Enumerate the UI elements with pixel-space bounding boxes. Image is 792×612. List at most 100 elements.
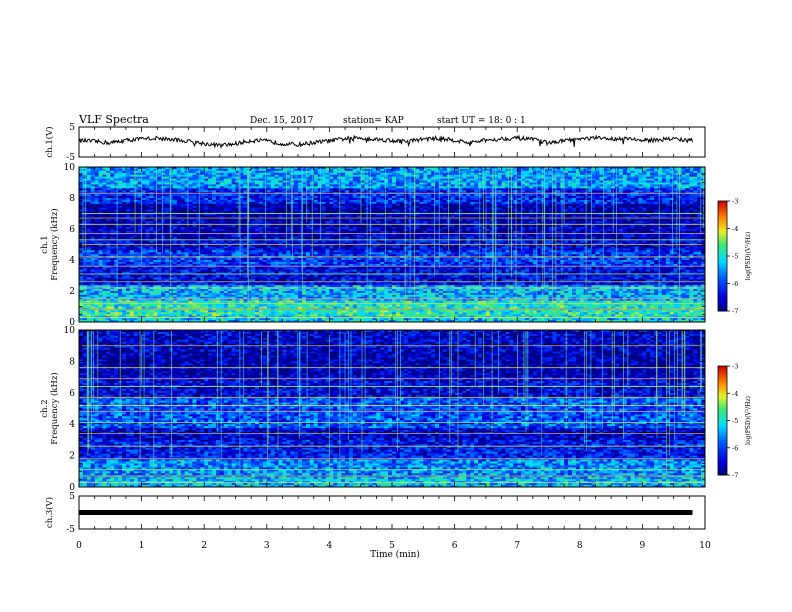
- ch1-spectrogram-cell: [505, 184, 510, 187]
- ch1-spectrogram-cell: [673, 198, 679, 201]
- ch1-spectrogram-cell: [223, 172, 229, 176]
- ch1-spectrogram-cell: [689, 211, 694, 214]
- ch1-spectrogram-cell: [384, 198, 389, 201]
- ch1-spectrogram-cell: [317, 215, 322, 218]
- ch1-spectrogram-cell: [395, 186, 401, 189]
- ch1-spectrogram-cell: [372, 168, 377, 172]
- ch1-spectrogram-cell: [106, 168, 111, 172]
- ch1-spectrogram-cell: [122, 213, 127, 216]
- ch1-spectrogram-cell: [587, 190, 592, 193]
- ch1-spectrogram-cell: [176, 211, 182, 214]
- ch1-spectrogram-cell: [302, 209, 307, 212]
- ch1-spectrogram-cell: [153, 213, 158, 216]
- ch1-spectrogram-cell: [630, 170, 635, 174]
- ch1-spectrogram-cell: [607, 188, 612, 191]
- ch1-spectrogram-cell: [360, 188, 366, 191]
- ch1-spectrogram-cell: [642, 211, 647, 214]
- ch1-spectrogram-cell: [521, 178, 526, 181]
- ch1-spectrogram-cell: [392, 168, 397, 172]
- ch1-spectrogram-cell: [333, 203, 338, 207]
- ch1-spectrogram-cell: [685, 170, 690, 174]
- ch1-spectrogram-cell: [544, 186, 549, 189]
- ch1-spectrogram-cell: [321, 213, 326, 216]
- ch1-spectrogram-cell: [348, 180, 354, 183]
- ch1-spectrogram-cell: [615, 176, 620, 180]
- ch1-spectrogram-cell: [153, 176, 158, 180]
- ch1-spectrogram-cell: [227, 209, 232, 212]
- ch1-spectrogram-cell: [329, 215, 334, 218]
- ch1-spectrogram-cell: [544, 215, 549, 218]
- ch1-spectrogram-cell: [219, 213, 225, 216]
- ch1-spectrogram-cell: [360, 207, 366, 211]
- ch1-spectrogram-cell: [102, 172, 107, 176]
- ch1-spectrogram-cell: [411, 167, 416, 170]
- ch1-spectrogram-cell: [106, 215, 111, 218]
- ch1-spectrogram-cell: [571, 198, 577, 201]
- ch1-spectrogram-cell: [591, 198, 596, 201]
- ch1-spectrogram-cell: [548, 211, 553, 214]
- ch1-spectrogram-cell: [435, 178, 440, 181]
- ch1-spectrogram-cell: [235, 209, 240, 212]
- ch1-spectrogram-cell: [552, 167, 557, 170]
- ch1-spectrogram-cell: [669, 178, 675, 181]
- ch1-spectrogram-cell: [90, 199, 96, 203]
- ch1-spectrogram-cell: [153, 201, 158, 205]
- ch1-spectrogram-cell: [356, 167, 362, 170]
- ch1-spectrogram-cell: [380, 176, 385, 180]
- ch1-spectrogram-cell: [208, 194, 213, 197]
- ch1-spectrogram-cell: [348, 211, 354, 214]
- ch1-spectrogram-cell: [626, 196, 632, 199]
- ch1-spectrogram-cell: [337, 190, 342, 193]
- ch1-spectrogram-cell: [665, 211, 671, 214]
- ch1-spectrogram-cell: [348, 182, 354, 185]
- ch1-spectrogram-cell: [642, 186, 647, 189]
- ch1-spectrogram-cell: [86, 168, 92, 172]
- ch1-spectrogram-cell: [579, 201, 585, 205]
- ch1-spectrogram-cell: [215, 209, 221, 212]
- ch1-spectrogram-cell: [642, 190, 647, 193]
- ch1-spectrogram-cell: [258, 203, 264, 207]
- ch1-spectrogram-cell: [622, 209, 628, 212]
- ch1-spectrogram-cell: [658, 215, 663, 218]
- ch1-spectrogram-cell: [317, 180, 322, 183]
- ch1-spectrogram-cell: [458, 196, 463, 199]
- ch1-spectrogram-cell: [579, 176, 585, 180]
- ch1-spectrogram-cell: [466, 198, 471, 201]
- ch1-spectrogram-cell: [438, 201, 444, 205]
- ch1-spectrogram-cell: [98, 201, 103, 205]
- ch1-spectrogram-cell: [317, 194, 322, 197]
- ch1-spectrogram-cell: [184, 198, 189, 201]
- ch1-spectrogram-cell: [278, 168, 283, 172]
- ch1-spectrogram-cell: [337, 203, 342, 207]
- ch1-spectrogram-cell: [153, 207, 158, 211]
- ch1-spectrogram-cell: [200, 172, 205, 176]
- ch1-spectrogram-cell: [243, 180, 248, 183]
- ch1-spectrogram-cell: [618, 167, 624, 170]
- ch1-spectrogram-cell: [693, 170, 698, 174]
- ch1-spectrogram-cell: [282, 176, 287, 180]
- ch1-spectrogram-cell: [556, 190, 561, 193]
- ch1-spectrogram-cell: [579, 178, 585, 181]
- ch1-spectrogram-cell: [251, 201, 256, 205]
- ch1-spectrogram-cell: [485, 194, 491, 197]
- ch1-spectrogram-cell: [525, 182, 530, 185]
- ch1-spectrogram-cell: [122, 167, 127, 170]
- ch1-spectrogram-cell: [532, 199, 538, 203]
- ch1-spectrogram-cell: [129, 205, 135, 209]
- ch1-spectrogram-cell: [286, 194, 291, 197]
- ch1-spectrogram-cell: [591, 207, 596, 211]
- ch1-spectrogram-cell: [501, 182, 506, 185]
- ch1-spectrogram-cell: [658, 196, 663, 199]
- ch1-spectrogram-cell: [188, 190, 193, 193]
- ch1-spectrogram-cell: [122, 209, 127, 212]
- ch1-spectrogram-cell: [642, 209, 647, 212]
- ch1-spectrogram-cell: [388, 207, 393, 211]
- ch1-spectrogram-cell: [466, 194, 471, 197]
- ch1-spectrogram-cell: [157, 170, 162, 174]
- ch1-spectrogram-cell: [90, 167, 96, 170]
- ch1-spectrogram-cell: [79, 168, 84, 172]
- ch1-spectrogram-cell: [466, 168, 471, 172]
- ch1-spectrogram-cell: [345, 215, 350, 218]
- ch1-spectrogram-cell: [235, 170, 240, 174]
- ch1-spectrogram-cell: [474, 172, 479, 176]
